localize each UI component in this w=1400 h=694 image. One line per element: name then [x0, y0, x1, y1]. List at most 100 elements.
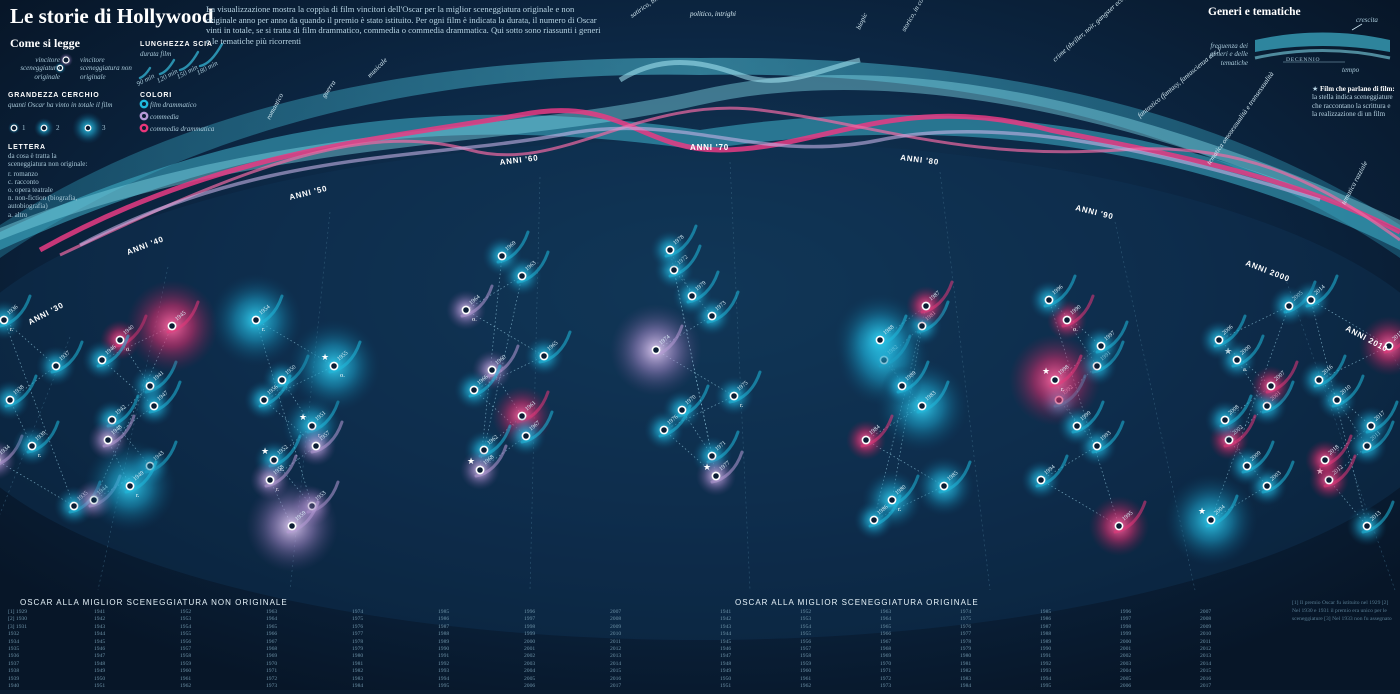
list-row: 2017: [610, 683, 690, 690]
film-dot: [539, 351, 549, 361]
film-trail: [1383, 342, 1400, 354]
list-row: 1948: [720, 661, 794, 668]
list-column: 1974 1975 1976 1977 1978 1979 1980 1981 1982 1983…: [960, 609, 1034, 690]
film-trail: [938, 460, 972, 494]
list-year: 1993: [438, 668, 450, 675]
film-dot: [51, 361, 61, 371]
list-year: 1962: [180, 683, 192, 690]
list-row: 1970: [880, 661, 954, 668]
list-row: 2014: [610, 661, 690, 668]
film-dot: [729, 391, 739, 401]
list-year: 1962: [800, 683, 812, 690]
list-year: 1973: [266, 683, 278, 690]
list-year: 2010: [1200, 631, 1212, 638]
list-row: 2001: [1120, 646, 1194, 653]
list-row: 1967: [266, 639, 346, 646]
list-row: 2008: [1200, 616, 1274, 623]
star-icon: ★: [703, 463, 711, 473]
list-row: 1997: [524, 616, 604, 623]
list-row: 1990: [438, 646, 518, 653]
list-year: 1979: [960, 646, 972, 653]
star-note-title: Film che parlano di film:: [1320, 85, 1395, 93]
film-1994: 1994: [1021, 454, 1069, 500]
list-row: 1984: [352, 683, 432, 690]
film-trail: [460, 284, 494, 318]
list-year: 1939: [8, 675, 20, 682]
list-year: 1961: [800, 675, 812, 682]
genre-stream-top: [618, 57, 861, 83]
year-link: [1310, 299, 1390, 347]
film-2010: 2010: [1317, 374, 1365, 420]
list-year: 1979: [352, 646, 364, 653]
list-year: 1995: [438, 683, 450, 690]
film-dot: [1266, 381, 1276, 391]
film-trail: [1049, 354, 1083, 388]
film-trail: [520, 410, 554, 444]
legend-letter-r: r. romanzo: [8, 170, 38, 178]
legend-letter-a: a. altro: [8, 211, 28, 219]
list-year: 1980: [352, 653, 364, 660]
year-link: [865, 439, 945, 487]
film-trail: [916, 380, 950, 414]
list-row: 1979: [352, 646, 432, 653]
list-column: 2007 2008 2009 2010 2011 2012 2013 2014 2015 2016…: [610, 609, 690, 690]
film-2015: 2015: [1359, 316, 1400, 376]
film-source-letter: r.: [262, 326, 266, 333]
list-year: 1940: [8, 683, 20, 690]
list-row: 1965: [880, 624, 954, 631]
list-row: 2015: [610, 668, 690, 675]
list-year: 1998: [524, 623, 536, 630]
film-trail: [650, 324, 684, 358]
film-dot: [521, 431, 531, 441]
list-row: 1944: [94, 631, 174, 638]
film-trail: [1365, 400, 1399, 434]
list-year: 1958: [180, 653, 192, 660]
list-row: 1999: [1120, 631, 1194, 638]
year-link: [1040, 445, 1098, 481]
list-row: 1996: [524, 609, 604, 616]
film-trail: [860, 414, 894, 448]
legend-size-core: [40, 124, 48, 132]
film-1995: 1995: [1089, 496, 1149, 556]
film-dot: [497, 251, 507, 261]
list-year: 2013: [610, 653, 622, 660]
list-row: 1955: [180, 631, 260, 638]
list-year: 2016: [610, 675, 622, 682]
list-row: 1970: [266, 661, 346, 668]
film-1988: 1988: [834, 294, 926, 386]
list-row: 2009: [610, 624, 690, 631]
film-source-letter: o.: [126, 346, 131, 353]
film-dot: [707, 311, 717, 321]
list-year: 1975: [960, 616, 972, 623]
film-trail: [1219, 394, 1253, 428]
film-trail: [96, 334, 130, 368]
film-halo: [0, 380, 30, 420]
list-year: 2012: [1200, 646, 1212, 653]
list-row: 1959: [180, 661, 260, 668]
film-trail: [1213, 314, 1247, 348]
film-source-letter: r.: [38, 452, 42, 459]
film-trail: [516, 250, 550, 284]
legend-letter-subtitle: da cosa è tratta la sceneggiatura non or…: [8, 152, 88, 169]
genres-band-label: frequenza dei generi e delle tematiche: [1209, 42, 1248, 67]
list-year: 2006: [524, 683, 536, 690]
decade-guide: [729, 161, 751, 591]
list-year: 1992: [1040, 660, 1052, 667]
list-row: 1994: [438, 676, 518, 683]
film-trail: [1071, 400, 1105, 434]
film-1938: 1938: [0, 374, 38, 420]
list-year: 1952: [180, 609, 192, 615]
list-row: 1953: [180, 616, 260, 623]
list-row: 2004: [1120, 668, 1194, 675]
list-year: 1937: [8, 660, 20, 667]
film-1966: 1966: [454, 364, 502, 410]
list-column: 1974 1975 1976 1977 1978 1979 1980 1981 1982 1983…: [352, 609, 432, 690]
list-year: [2] 1930: [8, 616, 28, 623]
film-trail: [686, 270, 720, 304]
list-row: 1984: [960, 683, 1034, 690]
film-dot: [265, 475, 275, 485]
list-year: 1982: [352, 668, 364, 675]
film-dot: [677, 405, 687, 415]
list-row: 1941: [720, 609, 794, 616]
